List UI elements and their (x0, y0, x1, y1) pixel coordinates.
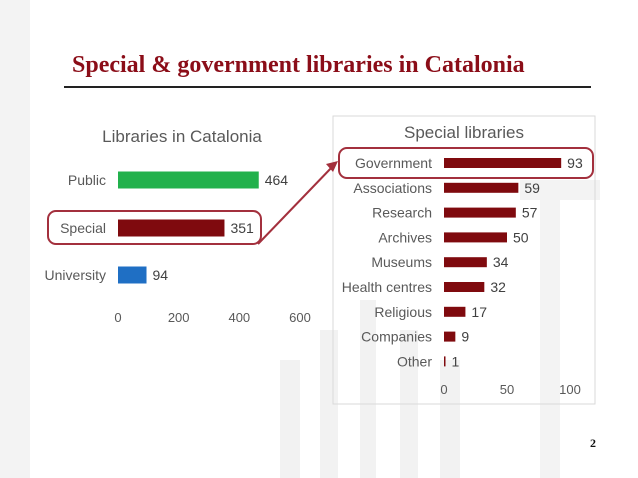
special-category-label-companies: Companies (361, 329, 432, 345)
special-value-label-companies: 9 (461, 329, 469, 345)
value-label-special: 351 (230, 220, 254, 236)
special-value-label-government: 93 (567, 155, 583, 171)
special-category-label-associations: Associations (353, 180, 432, 196)
special-category-label-other: Other (397, 353, 432, 369)
special-bar-health-centres (444, 282, 485, 292)
special-bar-archives (444, 232, 507, 243)
special-highlight-box (47, 210, 262, 245)
slide-title: Special & government libraries in Catalo… (72, 52, 525, 78)
special-value-label-research: 57 (522, 205, 538, 221)
libraries-chart-title: Libraries in Catalonia (102, 127, 262, 146)
special-value-label-health-centres: 32 (490, 279, 506, 295)
special-libraries-frame (332, 115, 596, 405)
bar-university (118, 266, 147, 284)
special-bar-other (444, 356, 446, 367)
highlight-connector-arrow (257, 164, 335, 245)
category-label-university: University (45, 267, 106, 283)
special-value-label-religious: 17 (471, 304, 487, 320)
special-category-label-museums: Museums (371, 254, 432, 270)
category-label-public: Public (68, 172, 106, 188)
special-libraries-chart: Special libraries (332, 115, 596, 405)
value-label-university: 94 (153, 267, 169, 283)
arrow-head-icon (326, 161, 338, 172)
special-category-label-government: Government (355, 155, 432, 171)
category-label-special: Special (60, 220, 106, 236)
special-x-tick-label-100: 100 (559, 382, 581, 397)
x-tick-label-400: 400 (228, 310, 250, 325)
special-bar-religious (444, 306, 466, 317)
page-number: 2 (590, 436, 596, 450)
special-bar-research (444, 207, 516, 218)
special-bar-companies (444, 331, 456, 342)
x-tick-label-600: 600 (289, 310, 311, 325)
special-category-label-health-centres: Health centres (342, 279, 432, 295)
special-value-label-museums: 34 (493, 254, 509, 270)
special-bar-associations (444, 182, 519, 193)
special-x-tick-label-50: 50 (500, 382, 514, 397)
title-divider (64, 86, 591, 88)
special-category-label-religious: Religious (374, 304, 432, 320)
government-highlight-box (338, 147, 594, 179)
special-value-label-associations: 59 (524, 180, 540, 196)
special-bar-museums (444, 257, 487, 268)
x-tick-label-0: 0 (114, 310, 121, 325)
special-value-label-other: 1 (452, 353, 460, 369)
special-value-label-archives: 50 (513, 229, 529, 245)
special-category-label-archives: Archives (378, 229, 432, 245)
special-x-tick-label-0: 0 (440, 382, 447, 397)
bar-special (118, 219, 225, 237)
bar-public (118, 171, 259, 189)
special-bar-government (444, 158, 562, 168)
value-label-public: 464 (265, 172, 289, 188)
x-tick-label-200: 200 (168, 310, 190, 325)
special-libraries-chart-title: Special libraries (404, 123, 524, 142)
special-category-label-research: Research (372, 205, 432, 221)
